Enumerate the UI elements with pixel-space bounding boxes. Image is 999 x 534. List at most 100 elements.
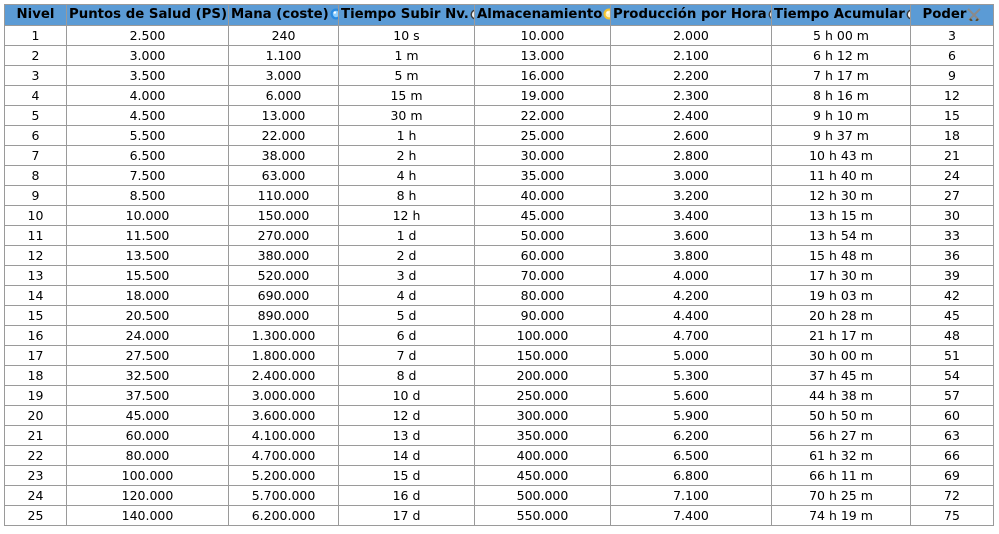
table-body: 1 2.500 240 10 s 10.000 2.000 5 h 00 m 3 2 3.000 1… (4, 25, 994, 526)
cell-tiempo: 15 d (338, 465, 475, 486)
cell-mana: 1.800.000 (228, 345, 339, 366)
cell-produccion: 5.300 (610, 365, 772, 386)
cell-ps: 15.500 (66, 265, 229, 286)
cell-produccion: 2.300 (610, 85, 772, 106)
table-row: 19 37.500 3.000.000 10 d 250.000 5.600 44 h 38… (4, 385, 994, 406)
cell-acumular: 6 h 12 m (771, 45, 911, 66)
cell-produccion: 4.000 (610, 265, 772, 286)
cell-tiempo: 2 d (338, 245, 475, 266)
cell-ps: 2.500 (66, 25, 229, 46)
cell-ps: 100.000 (66, 465, 229, 486)
cell-produccion: 2.600 (610, 125, 772, 146)
cell-produccion: 7.100 (610, 485, 772, 506)
cell-nivel: 16 (4, 325, 67, 346)
header-tiempo: Tiempo Subir Nv. (338, 4, 475, 26)
table-row: 16 24.000 1.300.000 6 d 100.000 4.700 21 h 17 … (4, 325, 994, 346)
table-row: 22 80.000 4.700.000 14 d 400.000 6.500 61 h 32… (4, 445, 994, 466)
table-row: 25 140.000 6.200.000 17 d 550.000 7.400 74 h 1… (4, 505, 994, 526)
cell-poder: 30 (910, 205, 994, 226)
cell-poder: 60 (910, 405, 994, 426)
cell-almacen: 500.000 (474, 485, 611, 506)
cell-ps: 10.000 (66, 205, 229, 226)
cell-produccion: 2.200 (610, 65, 772, 86)
storage-orb-icon (603, 8, 610, 20)
cell-mana: 110.000 (228, 185, 339, 206)
cell-produccion: 3.000 (610, 165, 772, 186)
cell-ps: 18.000 (66, 285, 229, 306)
table-row: 14 18.000 690.000 4 d 80.000 4.200 19 h 03 m 42 (4, 285, 994, 306)
cell-acumular: 9 h 37 m (771, 125, 911, 146)
cell-nivel: 24 (4, 485, 67, 506)
cell-mana: 38.000 (228, 145, 339, 166)
cell-acumular: 50 h 50 m (771, 405, 911, 426)
cell-ps: 45.000 (66, 405, 229, 426)
header-mana: Mana (coste) (228, 4, 339, 26)
cell-nivel: 22 (4, 445, 67, 466)
cell-produccion: 3.600 (610, 225, 772, 246)
cell-nivel: 21 (4, 425, 67, 446)
header-poder: Poder (910, 4, 994, 26)
cell-tiempo: 12 d (338, 405, 475, 426)
cell-acumular: 66 h 11 m (771, 465, 911, 486)
cell-nivel: 20 (4, 405, 67, 426)
cell-ps: 60.000 (66, 425, 229, 446)
cell-poder: 9 (910, 65, 994, 86)
cell-tiempo: 8 d (338, 365, 475, 386)
table-row: 20 45.000 3.600.000 12 d 300.000 5.900 50 h 50… (4, 405, 994, 426)
cell-poder: 45 (910, 305, 994, 326)
cell-almacen: 50.000 (474, 225, 611, 246)
header-ps: Puntos de Salud (PS) (66, 4, 229, 26)
cell-nivel: 12 (4, 245, 67, 266)
cell-nivel: 5 (4, 105, 67, 126)
cell-ps: 11.500 (66, 225, 229, 246)
cell-acumular: 19 h 03 m (771, 285, 911, 306)
cell-acumular: 56 h 27 m (771, 425, 911, 446)
cell-produccion: 5.900 (610, 405, 772, 426)
cell-mana: 380.000 (228, 245, 339, 266)
cell-poder: 66 (910, 445, 994, 466)
cell-acumular: 8 h 16 m (771, 85, 911, 106)
cell-produccion: 3.400 (610, 205, 772, 226)
table-row: 7 6.500 38.000 2 h 30.000 2.800 10 h 43 m 21 (4, 145, 994, 166)
cell-mana: 63.000 (228, 165, 339, 186)
cell-mana: 3.000 (228, 65, 339, 86)
cell-mana: 520.000 (228, 265, 339, 286)
cell-produccion: 4.700 (610, 325, 772, 346)
cell-tiempo: 1 m (338, 45, 475, 66)
cell-ps: 7.500 (66, 165, 229, 186)
cell-nivel: 1 (4, 25, 67, 46)
cell-almacen: 90.000 (474, 305, 611, 326)
cell-nivel: 4 (4, 85, 67, 106)
cell-ps: 3.500 (66, 65, 229, 86)
table-row: 11 11.500 270.000 1 d 50.000 3.600 13 h 54 m 33 (4, 225, 994, 246)
cell-acumular: 5 h 00 m (771, 25, 911, 46)
cell-poder: 39 (910, 265, 994, 286)
table-row: 17 27.500 1.800.000 7 d 150.000 5.000 30 h 00 … (4, 345, 994, 366)
cell-almacen: 35.000 (474, 165, 611, 186)
cell-produccion: 2.400 (610, 105, 772, 126)
cell-nivel: 9 (4, 185, 67, 206)
cell-almacen: 40.000 (474, 185, 611, 206)
cell-almacen: 70.000 (474, 265, 611, 286)
header-nivel: Nivel (4, 4, 67, 26)
cell-nivel: 18 (4, 365, 67, 386)
cell-poder: 21 (910, 145, 994, 166)
cell-ps: 80.000 (66, 445, 229, 466)
cell-ps: 6.500 (66, 145, 229, 166)
cell-ps: 120.000 (66, 485, 229, 506)
cell-tiempo: 2 h (338, 145, 475, 166)
cell-nivel: 15 (4, 305, 67, 326)
cell-mana: 13.000 (228, 105, 339, 126)
cell-ps: 20.500 (66, 305, 229, 326)
cell-tiempo: 10 d (338, 385, 475, 406)
table-row: 4 4.000 6.000 15 m 19.000 2.300 8 h 16 m 12 (4, 85, 994, 106)
cell-acumular: 9 h 10 m (771, 105, 911, 126)
cell-acumular: 74 h 19 m (771, 505, 911, 526)
table-row: 15 20.500 890.000 5 d 90.000 4.400 20 h 28 m 45 (4, 305, 994, 326)
clock-icon (470, 9, 474, 19)
cell-mana: 2.400.000 (228, 365, 339, 386)
cell-mana: 240 (228, 25, 339, 46)
cell-mana: 1.300.000 (228, 325, 339, 346)
cell-nivel: 8 (4, 165, 67, 186)
